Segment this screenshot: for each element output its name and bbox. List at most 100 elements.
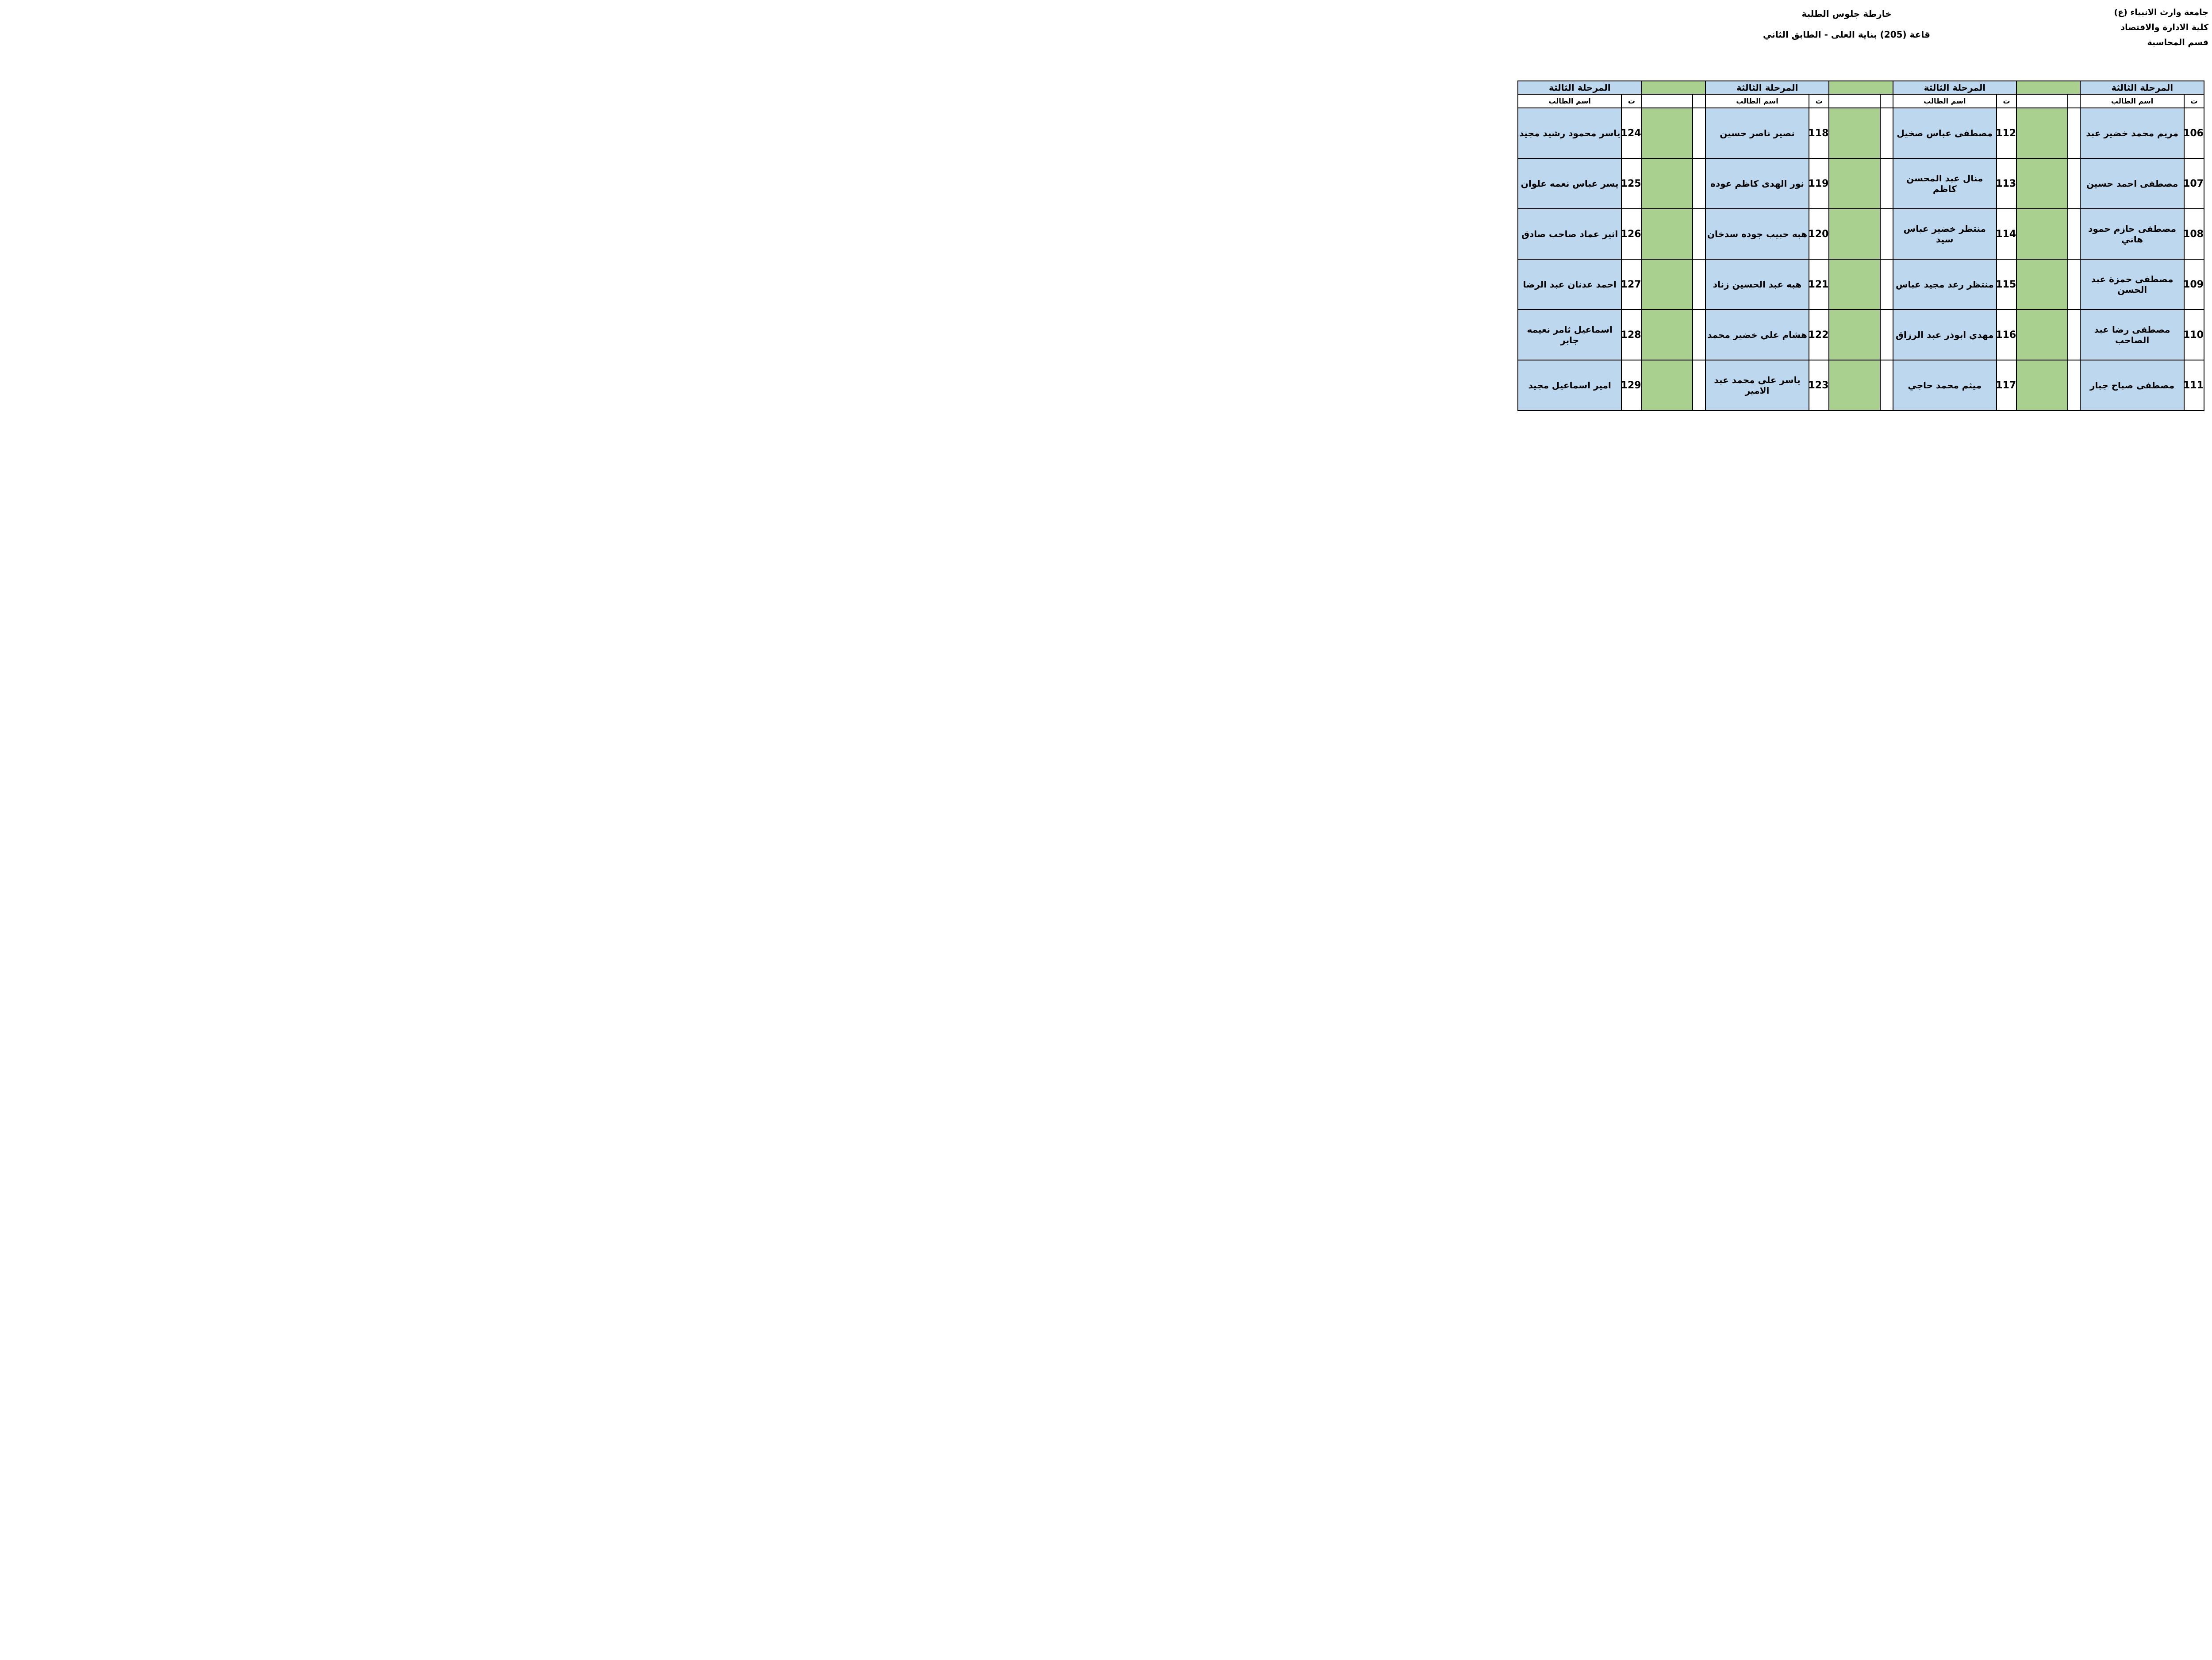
name-column-header: اسم الطالب bbox=[1892, 94, 1997, 108]
green-column-header-cell bbox=[1828, 94, 1881, 108]
green-spacer-cell bbox=[1828, 208, 1881, 260]
student-name-cell: اسماعيل ثامر نعيمه جابر bbox=[1517, 309, 1622, 360]
student-name-cell: مهدي ابوذر عبد الرزاق bbox=[1892, 309, 1997, 360]
name-column-header: اسم الطالب bbox=[2080, 94, 2185, 108]
student-number-cell: 127 bbox=[1621, 259, 1642, 310]
green-spacer-cell bbox=[1641, 208, 1694, 260]
green-spacer-cell bbox=[1828, 309, 1881, 360]
table-row: 106 مريم محمد خضير عبد 112 مصطفى عباس صخ… bbox=[1517, 107, 2205, 159]
student-name-cell: نصير ناصر حسين bbox=[1705, 107, 1810, 159]
student-number-cell: 120 bbox=[1809, 208, 1830, 260]
green-spacer-cell bbox=[2016, 107, 2068, 159]
table-row: 107 مصطفى احمد حسين 113 منال عبد المحسن … bbox=[1517, 158, 2205, 209]
student-name-cell: منتظر رعد مجيد عباس bbox=[1892, 259, 1997, 310]
student-number-cell: 128 bbox=[1621, 309, 1642, 360]
spacer-cell bbox=[1692, 259, 1706, 310]
document-title-block: خارطة جلوس الطلبة قاعة (205) بناية العلى… bbox=[1508, 4, 2185, 45]
spacer-header-cell bbox=[2067, 94, 2081, 108]
green-spacer-cell bbox=[2016, 259, 2068, 310]
green-header-cell bbox=[1828, 81, 1893, 95]
serial-column-header: ت bbox=[1809, 94, 1830, 108]
student-number-cell: 113 bbox=[1996, 158, 2017, 209]
student-name-cell: منال عبد المحسن كاظم bbox=[1892, 158, 1997, 209]
stage-header-cell: المرحلة الثالثة bbox=[1892, 81, 2017, 95]
student-name-cell: مصطفى رضا عبد الصاحب bbox=[2080, 309, 2185, 360]
student-name-cell: ياسر علي محمد عبد الامير bbox=[1705, 360, 1810, 411]
spacer-cell bbox=[1880, 107, 1893, 159]
green-spacer-cell bbox=[1641, 309, 1694, 360]
seating-chart-page: { "page": { "university": "جامعة وارث ال… bbox=[1508, 0, 2212, 415]
spacer-cell bbox=[2067, 309, 2081, 360]
student-name-cell: هبه عبد الحسين زناد bbox=[1705, 259, 1810, 310]
spacer-cell bbox=[1880, 208, 1893, 260]
student-number-cell: 121 bbox=[1809, 259, 1830, 310]
student-number-cell: 106 bbox=[2183, 107, 2205, 159]
spacer-cell bbox=[1692, 309, 1706, 360]
student-name-cell: مريم محمد خضير عبد bbox=[2080, 107, 2185, 159]
green-spacer-cell bbox=[1641, 158, 1694, 209]
student-number-cell: 112 bbox=[1996, 107, 2017, 159]
student-number-cell: 116 bbox=[1996, 309, 2017, 360]
spacer-cell bbox=[2067, 360, 2081, 411]
stage-header-cell: المرحلة الثالثة bbox=[1705, 81, 1830, 95]
student-name-cell: هشام علي خضير محمد bbox=[1705, 309, 1810, 360]
page-subtitle: قاعة (205) بناية العلى - الطابق الثاني bbox=[1763, 29, 1931, 40]
green-column-header-cell bbox=[1641, 94, 1694, 108]
spacer-header-cell bbox=[1692, 94, 1706, 108]
student-name-cell: ياسر محمود رشيد مجيد bbox=[1517, 107, 1622, 159]
name-column-header: اسم الطالب bbox=[1517, 94, 1622, 108]
student-number-cell: 126 bbox=[1621, 208, 1642, 260]
department-name: قسم المحاسبة bbox=[2147, 38, 2208, 47]
spacer-cell bbox=[1692, 208, 1706, 260]
student-number-cell: 125 bbox=[1621, 158, 1642, 209]
university-name: جامعة وارث الانبياء (ع) bbox=[2114, 8, 2208, 17]
student-number-cell: 117 bbox=[1996, 360, 2017, 411]
table-row: 111 مصطفى صباح جبار 117 ميثم محمد حاجي 1… bbox=[1517, 360, 2205, 411]
student-name-cell: مصطفى احمد حسين bbox=[2080, 158, 2185, 209]
green-spacer-cell bbox=[1641, 259, 1694, 310]
stage-header-row: المرحلة الثالثة المرحلة الثالثة المرحلة … bbox=[1517, 81, 2204, 95]
name-column-header: اسم الطالب bbox=[1705, 94, 1810, 108]
stage-header-cell: المرحلة الثالثة bbox=[1517, 81, 1642, 95]
student-number-cell: 114 bbox=[1996, 208, 2017, 260]
spacer-cell bbox=[2067, 259, 2081, 310]
green-spacer-cell bbox=[2016, 360, 2068, 411]
page-title: خارطة جلوس الطلبة bbox=[1801, 8, 1892, 19]
table-row: 108 مصطفى حازم حمود هاني 114 منتظر خضير … bbox=[1517, 208, 2205, 260]
serial-column-header: ت bbox=[1996, 94, 2017, 108]
student-number-cell: 123 bbox=[1809, 360, 1830, 411]
spacer-cell bbox=[1692, 158, 1706, 209]
green-spacer-cell bbox=[1828, 158, 1881, 209]
student-number-cell: 107 bbox=[2183, 158, 2205, 209]
student-name-cell: اثير عماد صاحب صادق bbox=[1517, 208, 1622, 260]
serial-column-header: ت bbox=[1621, 94, 1642, 108]
student-name-cell: هبه حبيب جوده سدخان bbox=[1705, 208, 1810, 260]
column-header-row: ت اسم الطالب ت اسم الطالب ت اسم الطالب ت… bbox=[1517, 94, 2205, 108]
student-number-cell: 129 bbox=[1621, 360, 1642, 411]
spacer-cell bbox=[1880, 309, 1893, 360]
spacer-cell bbox=[2067, 107, 2081, 159]
student-number-cell: 118 bbox=[1809, 107, 1830, 159]
student-name-cell: ميثم محمد حاجي bbox=[1892, 360, 1997, 411]
green-spacer-cell bbox=[2016, 208, 2068, 260]
student-name-cell: مصطفى صباح جبار bbox=[2080, 360, 2185, 411]
table-row: 110 مصطفى رضا عبد الصاحب 116 مهدي ابوذر … bbox=[1517, 309, 2205, 360]
student-name-cell: مصطفى حازم حمود هاني bbox=[2080, 208, 2185, 260]
green-header-cell bbox=[1641, 81, 1706, 95]
spacer-cell bbox=[1880, 360, 1893, 411]
green-spacer-cell bbox=[1641, 360, 1694, 411]
student-number-cell: 119 bbox=[1809, 158, 1830, 209]
spacer-cell bbox=[2067, 208, 2081, 260]
spacer-cell bbox=[1692, 107, 1706, 159]
green-spacer-cell bbox=[1828, 259, 1881, 310]
spacer-cell bbox=[1880, 158, 1893, 209]
green-spacer-cell bbox=[2016, 309, 2068, 360]
student-number-cell: 115 bbox=[1996, 259, 2017, 310]
green-spacer-cell bbox=[2016, 158, 2068, 209]
spacer-cell bbox=[1692, 360, 1706, 411]
student-name-cell: مصطفى حمزة عبد الحسن bbox=[2080, 259, 2185, 310]
green-header-cell bbox=[2016, 81, 2081, 95]
table-row: 109 مصطفى حمزة عبد الحسن 115 منتظر رعد م… bbox=[1517, 259, 2205, 310]
student-name-cell: امير اسماعيل مجيد bbox=[1517, 360, 1622, 411]
college-name: كلية الادارة والاقتصاد bbox=[2120, 23, 2208, 32]
